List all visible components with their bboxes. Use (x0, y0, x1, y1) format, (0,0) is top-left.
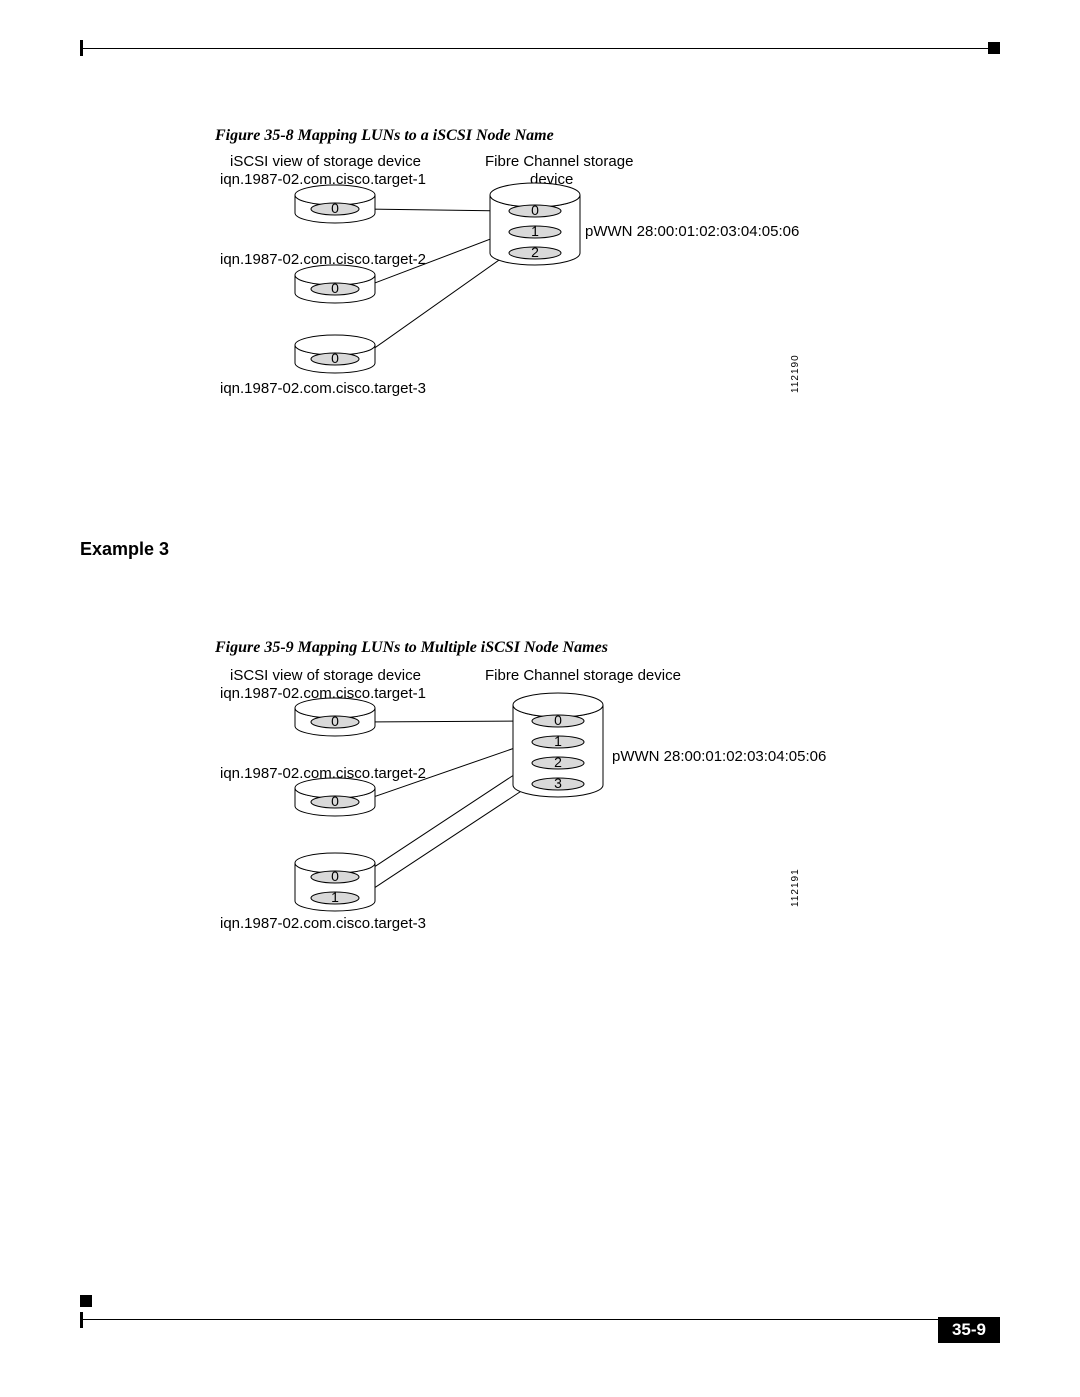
svg-text:0: 0 (331, 793, 339, 809)
svg-text:2: 2 (554, 754, 562, 770)
page: Figure 35-8 Mapping LUNs to a iSCSI Node… (80, 45, 1000, 1355)
svg-text:1: 1 (554, 733, 562, 749)
svg-text:3: 3 (554, 775, 562, 791)
footer-marker (80, 1295, 92, 1307)
footer-rule (80, 1319, 1000, 1320)
svg-text:0: 0 (554, 712, 562, 728)
svg-text:0: 0 (331, 868, 339, 884)
footer-tick-left (80, 1312, 83, 1328)
figure2-diagram: 0 1 2 3 0 0 0 1 (80, 45, 1000, 995)
svg-text:1: 1 (331, 889, 339, 905)
svg-text:0: 0 (331, 713, 339, 729)
page-number: 35-9 (938, 1317, 1000, 1343)
